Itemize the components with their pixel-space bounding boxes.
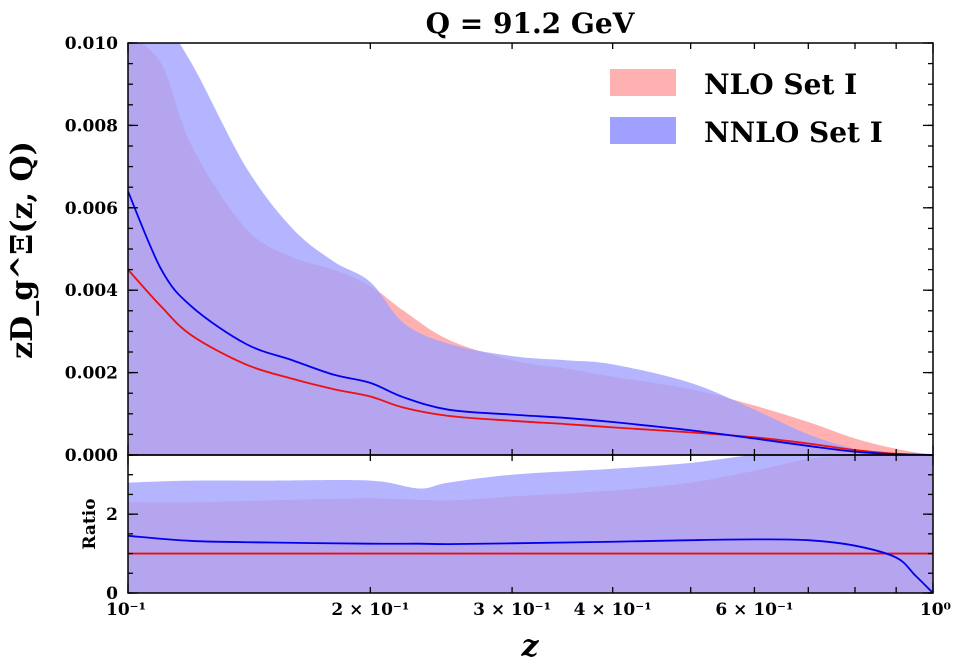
main-y-tick-label: 0.002 — [65, 364, 118, 384]
legend-swatch-nlo — [610, 69, 676, 96]
legend-label-nnlo: NNLO Set I — [704, 116, 883, 149]
main-line-nlo — [128, 268, 933, 455]
main-y-tick-label: 0.006 — [65, 199, 118, 219]
main-line-nnlo — [128, 190, 933, 455]
main-bands — [128, 43, 933, 455]
x-tick-label: 3 × 10⁻¹ — [473, 600, 551, 620]
ratio-y-tick-label: 0 — [106, 584, 118, 604]
ratio-y-axis-label: Ratio — [80, 498, 100, 549]
legend-swatch-nnlo — [610, 117, 676, 144]
x-tick-label: 10⁰ — [920, 600, 951, 620]
main-band-nnlo — [128, 43, 933, 455]
x-tick-label: 6 × 10⁻¹ — [715, 600, 793, 620]
ratio-band-nnlo — [128, 455, 933, 593]
main-y-tick-label: 0.004 — [65, 281, 118, 301]
ratio-frame — [127, 454, 934, 594]
main-lines — [128, 190, 933, 455]
ratio-lines — [128, 534, 933, 593]
ratio-line-nnlo — [128, 534, 933, 593]
legend-label-nlo: NLO Set I — [704, 68, 857, 101]
main-y-tick-label: 0.010 — [65, 34, 118, 54]
x-tick-label: 4 × 10⁻¹ — [574, 600, 652, 620]
ratio-bands — [128, 455, 933, 593]
x-tick-label: 10⁻¹ — [106, 600, 146, 620]
main-y-tick-label: 0.000 — [65, 446, 118, 466]
main-y-tick-label: 0.008 — [65, 116, 118, 136]
axis-ticks — [127, 42, 934, 594]
legend: NLO Set I NNLO Set I — [610, 68, 883, 149]
ratio-y-tick-label: 2 — [106, 505, 118, 525]
y-axis-label: zD_g^Ξ(z, Q) — [5, 141, 40, 359]
tick-labels: 0.000 0.002 0.004 0.006 0.008 0.010 0 2 10⁻¹ 2 × … — [65, 34, 951, 620]
chart-title: Q = 91.2 GeV — [426, 7, 636, 40]
x-tick-label: 2 × 10⁻¹ — [331, 600, 409, 620]
x-axis-label: z — [520, 629, 539, 664]
